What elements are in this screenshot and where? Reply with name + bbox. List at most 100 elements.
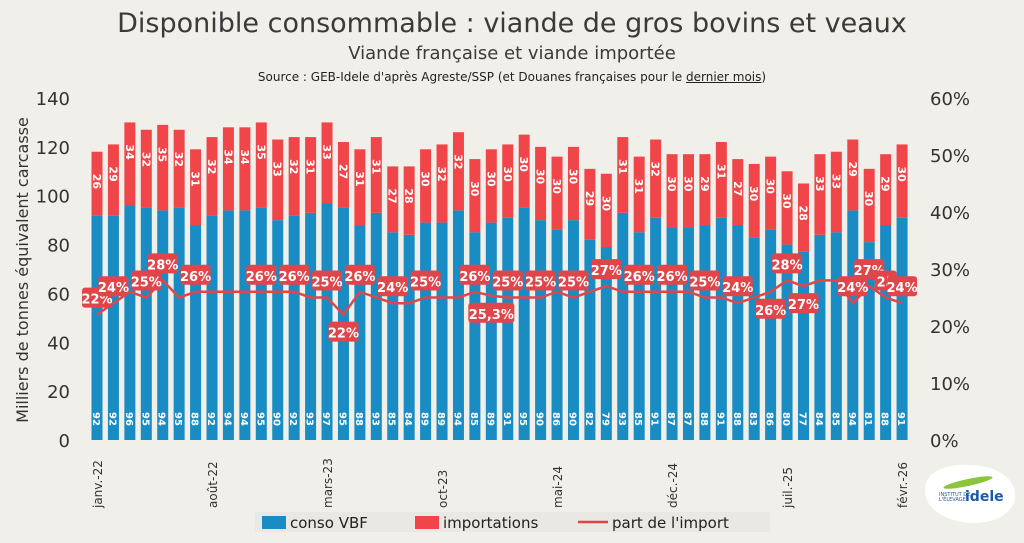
bar-conso (567, 220, 579, 440)
bar-conso-label: 91 (649, 412, 660, 426)
bar-conso (502, 217, 514, 440)
share-label-box (344, 264, 375, 285)
bar-imports (551, 156, 563, 230)
bar-conso-label: 87 (681, 412, 692, 426)
bar-imports (765, 156, 777, 230)
bar-conso (847, 210, 859, 440)
bar-imports-label: 30 (747, 186, 760, 202)
share-label: 25,3% (469, 308, 514, 323)
bar-conso-label: 94 (451, 412, 462, 426)
bar-conso-label: 81 (862, 412, 873, 426)
bar-imports (485, 149, 497, 223)
bar-imports-label: 30 (764, 179, 777, 195)
bar-imports-label: 31 (189, 171, 202, 186)
bar-conso-label: 88 (189, 412, 200, 426)
bar-conso (650, 217, 662, 440)
bar-imports-label: 30 (665, 176, 678, 192)
bar-conso (239, 210, 251, 440)
bar-imports (732, 159, 744, 226)
share-label: 26% (180, 270, 211, 285)
bar-imports-label: 31 (353, 171, 366, 186)
share-label: 25% (558, 276, 589, 291)
bar-conso (272, 220, 284, 440)
share-label-box (887, 276, 918, 297)
bar-conso (535, 220, 547, 440)
share-label: 28% (147, 258, 178, 273)
idele-logo: INSTITUT DE L'ÉLEVAGE idele (925, 465, 1015, 523)
bar-conso-label: 95 (172, 412, 183, 426)
bar-imports-label: 31 (714, 164, 727, 179)
y-tick-label: 100 (36, 187, 70, 208)
bar-conso (354, 225, 366, 440)
legend-imports-swatch (415, 516, 439, 529)
share-label: 24% (837, 281, 868, 296)
bar-imports (535, 146, 547, 221)
bar-imports-label: 32 (205, 159, 218, 174)
share-label-box (410, 270, 441, 291)
share-label: 24% (377, 281, 408, 296)
bar-conso (436, 222, 448, 440)
bar-imports-label: 30 (501, 166, 514, 182)
bar-imports-label: 32 (172, 152, 185, 167)
share-label: 22% (81, 293, 112, 308)
bar-conso (157, 210, 169, 440)
share-label: 24% (887, 281, 918, 296)
bar-conso-label: 94 (846, 412, 857, 426)
share-line (96, 278, 903, 317)
x-tick-label: mai-24 (551, 466, 565, 508)
bar-imports (403, 166, 415, 235)
bar-conso-label: 83 (747, 412, 758, 426)
x-tick-label: févr.-26 (896, 462, 910, 508)
bar-imports-label: 30 (517, 157, 530, 173)
bar-imports (502, 144, 514, 218)
bar-conso-label: 94 (238, 412, 249, 426)
bar-imports (518, 134, 530, 208)
bar-imports (682, 154, 694, 228)
bar-imports-label: 34 (123, 144, 136, 160)
bar-conso (403, 234, 415, 440)
bar-imports-label: 34 (238, 149, 251, 165)
bar-imports-label: 31 (632, 179, 645, 194)
bar-conso (732, 225, 744, 440)
bar-conso (485, 222, 497, 440)
bar-conso (699, 225, 711, 440)
chart-source: Source : GEB-Idele d'après Agreste/SSP (… (0, 70, 1024, 84)
bar-conso (469, 232, 481, 440)
bar-conso (896, 217, 908, 440)
bar-conso (584, 239, 596, 440)
bar-imports (699, 154, 711, 226)
bar-imports (880, 154, 892, 226)
share-label-box (689, 270, 720, 291)
bar-conso (255, 207, 267, 440)
share-label-box (837, 276, 868, 297)
bar-conso (880, 225, 892, 440)
bar-imports-label: 29 (846, 162, 859, 177)
bar-conso (633, 232, 645, 440)
source-text: Source : GEB-Idele d'après Agreste/SSP (… (257, 70, 686, 84)
bar-imports (584, 168, 596, 240)
bar-conso (452, 210, 464, 440)
bar-conso-label: 88 (698, 412, 709, 426)
bar-imports-label: 27 (731, 181, 744, 196)
bar-imports (255, 122, 267, 208)
bar-imports-label: 28 (796, 206, 809, 221)
bar-imports (337, 141, 349, 208)
bar-conso (781, 244, 793, 440)
bar-imports-label: 29 (698, 176, 711, 191)
bar-conso-label: 89 (435, 412, 446, 426)
y2-tick-label: 10% (930, 374, 970, 395)
bar-conso-label: 93 (369, 412, 380, 426)
bar-imports (354, 149, 366, 226)
share-label: 26% (459, 270, 490, 285)
share-label: 25% (689, 276, 720, 291)
share-label-box (131, 270, 162, 291)
share-label-box (328, 321, 359, 342)
bar-conso-label: 90 (534, 412, 545, 426)
legend-conso-swatch (262, 516, 286, 529)
bar-conso-label: 88 (879, 412, 890, 426)
bar-imports-label: 30 (419, 171, 432, 187)
share-label-box (755, 298, 786, 319)
bar-imports (124, 122, 136, 206)
y-tick-label: 20 (47, 382, 70, 403)
bar-imports-label: 30 (780, 193, 793, 209)
